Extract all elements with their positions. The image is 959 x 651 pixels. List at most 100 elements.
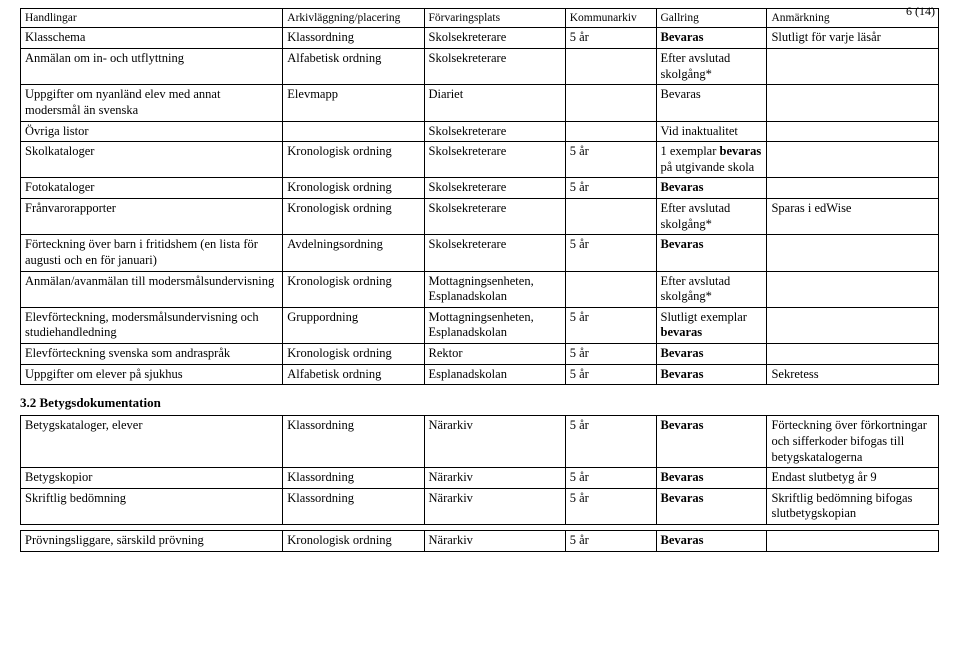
table-cell: Betygskopior	[21, 468, 283, 489]
table-cell	[565, 199, 656, 235]
page-container: 6 (14) Handlingar Arkivläggning/placerin…	[0, 0, 959, 651]
table-row: BetygskopiorKlassordningNärarkiv5 årBeva…	[21, 468, 939, 489]
table-row: KlasschemaKlassordningSkolsekreterare5 å…	[21, 28, 939, 49]
table-cell	[565, 49, 656, 85]
table-cell: Förteckning över förkortningar och siffe…	[767, 416, 939, 468]
table-cell: Uppgifter om elever på sjukhus	[21, 364, 283, 385]
table-cell: 5 år	[565, 468, 656, 489]
table-row: Förteckning över barn i fritidshem (en l…	[21, 235, 939, 271]
table-cell	[767, 49, 939, 85]
table-cell: Skolkataloger	[21, 142, 283, 178]
table-cell: Kronologisk ordning	[283, 199, 424, 235]
table-cell: Vid inaktualitet	[656, 121, 767, 142]
table-cell: Elevmapp	[283, 85, 424, 121]
table-row: Betygskataloger, eleverKlassordningNärar…	[21, 416, 939, 468]
table-cell: 5 år	[565, 531, 656, 552]
table-cell: Alfabetisk ordning	[283, 364, 424, 385]
table-cell: Elevförteckning, modersmålsundervisning …	[21, 307, 283, 343]
table-cell: Prövningsliggare, särskild prövning	[21, 531, 283, 552]
table-cell: 5 år	[565, 344, 656, 365]
table-cell: Bevaras	[656, 488, 767, 524]
table-cell: Alfabetisk ordning	[283, 49, 424, 85]
table-cell: Betygskataloger, elever	[21, 416, 283, 468]
table-cell: 5 år	[565, 416, 656, 468]
table-cell: Skriftlig bedömning bifogas slutbetygsko…	[767, 488, 939, 524]
table-cell	[767, 531, 939, 552]
table-cell: Bevaras	[656, 416, 767, 468]
table-cell	[767, 235, 939, 271]
table-cell: Kronologisk ordning	[283, 178, 424, 199]
table-cell: Slutligt för varje läsår	[767, 28, 939, 49]
table-cell: Kronologisk ordning	[283, 142, 424, 178]
table-cell: Skolsekreterare	[424, 49, 565, 85]
table-cell: Närarkiv	[424, 531, 565, 552]
table-cell	[767, 178, 939, 199]
table-cell: Skolsekreterare	[424, 178, 565, 199]
table-cell: Närarkiv	[424, 416, 565, 468]
table-cell: Uppgifter om nyanländ elev med annat mod…	[21, 85, 283, 121]
table-cell: Skriftlig bedömning	[21, 488, 283, 524]
table-cell	[565, 85, 656, 121]
table-cell: Efter avslutad skolgång*	[656, 271, 767, 307]
table-cell: 5 år	[565, 364, 656, 385]
table-cell: Endast slutbetyg år 9	[767, 468, 939, 489]
col-header-4: Gallring	[656, 9, 767, 28]
table-cell: Sekretess	[767, 364, 939, 385]
table-cell: Efter avslutad skolgång*	[656, 49, 767, 85]
table-cell: Skolsekreterare	[424, 142, 565, 178]
table-row: Prövningsliggare, särskild prövningKrono…	[21, 531, 939, 552]
table-cell: Kronologisk ordning	[283, 271, 424, 307]
table-cell: Klassordning	[283, 468, 424, 489]
table-cell: Sparas i edWise	[767, 199, 939, 235]
table-cell: Förteckning över barn i fritidshem (en l…	[21, 235, 283, 271]
table-cell: Slutligt exemplar bevaras	[656, 307, 767, 343]
table-cell: 1 exemplar bevaras på utgivande skola	[656, 142, 767, 178]
table-cell: 5 år	[565, 488, 656, 524]
table-cell: Klassordning	[283, 488, 424, 524]
table-cell: Mottagningsenheten, Esplanadskolan	[424, 271, 565, 307]
table-cell: Bevaras	[656, 178, 767, 199]
table-row: Anmälan/avanmälan till modersmålsundervi…	[21, 271, 939, 307]
table-cell: 5 år	[565, 28, 656, 49]
table-cell: Bevaras	[656, 344, 767, 365]
table-cell: Närarkiv	[424, 468, 565, 489]
table-cell: Bevaras	[656, 364, 767, 385]
table-cell	[565, 271, 656, 307]
table-cell: Anmälan om in- och utflyttning	[21, 49, 283, 85]
table-cell: Mottagningsenheten, Esplanadskolan	[424, 307, 565, 343]
table-row: SkolkatalogerKronologisk ordningSkolsekr…	[21, 142, 939, 178]
table-cell	[767, 121, 939, 142]
page-number: 6 (14)	[906, 4, 935, 19]
table-cell: Esplanadskolan	[424, 364, 565, 385]
table-row: Skriftlig bedömningKlassordningNärarkiv5…	[21, 488, 939, 524]
table-row: Övriga listor Skolsekreterare Vid inaktual…	[21, 121, 939, 142]
table-row: Elevförteckning, modersmålsundervisning …	[21, 307, 939, 343]
table-cell	[767, 85, 939, 121]
table-row: Uppgifter om nyanländ elev med annat mod…	[21, 85, 939, 121]
col-header-2: Förvaringsplats	[424, 9, 565, 28]
table-row: Uppgifter om elever på sjukhusAlfabetisk…	[21, 364, 939, 385]
table-cell: Bevaras	[656, 531, 767, 552]
col-header-1: Arkivläggning/placering	[283, 9, 424, 28]
table-cell: Bevaras	[656, 28, 767, 49]
table-cell: Skolsekreterare	[424, 235, 565, 271]
table-cell: Anmälan/avanmälan till modersmålsundervi…	[21, 271, 283, 307]
table-cell: Klasschema	[21, 28, 283, 49]
col-header-0: Handlingar	[21, 9, 283, 28]
table-cell	[767, 142, 939, 178]
table-cell: Bevaras	[656, 235, 767, 271]
table-cell	[767, 307, 939, 343]
table-cell	[283, 121, 424, 142]
table-cell: Gruppordning	[283, 307, 424, 343]
table-cell: Klassordning	[283, 416, 424, 468]
table-cell: Övriga listor	[21, 121, 283, 142]
table-cell: Fotokataloger	[21, 178, 283, 199]
table-cell: Bevaras	[656, 468, 767, 489]
section-b-table: Betygskataloger, eleverKlassordningNärar…	[20, 415, 939, 551]
table-cell: Frånvarorapporter	[21, 199, 283, 235]
table-cell: Kronologisk ordning	[283, 531, 424, 552]
table-cell: Skolsekreterare	[424, 121, 565, 142]
table-cell: Efter avslutad skolgång*	[656, 199, 767, 235]
table-cell: Klassordning	[283, 28, 424, 49]
table-cell: 5 år	[565, 235, 656, 271]
